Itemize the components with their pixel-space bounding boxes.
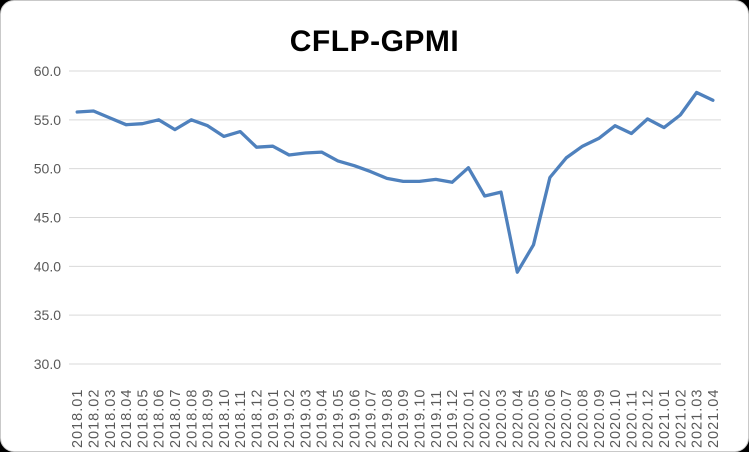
x-axis-tick-label: 2018.08 — [184, 389, 200, 448]
x-axis-tick-label: 2020.12 — [641, 389, 657, 448]
x-axis-tick-label: 2021.02 — [673, 389, 689, 448]
x-axis-tick-label: 2018.05 — [135, 389, 151, 448]
x-axis-tick-label: 2019.10 — [412, 389, 428, 448]
x-axis-tick-label: 2018.02 — [86, 389, 102, 448]
x-axis-tick-label: 2019.09 — [396, 389, 412, 448]
pmi-line-series — [75, 90, 715, 274]
chart-title: CFLP-GPMI — [289, 25, 460, 58]
x-axis-tick-label: 2020.04 — [510, 389, 526, 448]
x-axis-tick-label: 2020.01 — [461, 389, 477, 448]
y-axis-tick-label: 35.0 — [34, 307, 61, 323]
x-axis-tick-label: 2018.03 — [103, 389, 119, 448]
x-axis-tick-label: 2020.02 — [478, 389, 494, 448]
x-axis-tick-label: 2018.12 — [249, 389, 265, 448]
x-axis-tick-label: 2020.06 — [543, 389, 559, 448]
y-axis-tick-label: 40.0 — [34, 258, 61, 274]
y-axis-tick-label: 50.0 — [34, 161, 61, 177]
x-axis-tick-label: 2020.08 — [575, 389, 591, 448]
y-axis-tick-label: 30.0 — [34, 356, 61, 372]
x-axis-tick-label: 2018.09 — [201, 389, 217, 448]
x-axis-tick-label: 2018.11 — [233, 390, 249, 448]
x-axis-tick-label: 2018.10 — [217, 389, 233, 448]
y-axis-tick-label: 60.0 — [34, 63, 61, 79]
x-axis-tick-label: 2018.01 — [70, 389, 86, 448]
x-axis-tick-label: 2020.07 — [559, 389, 575, 448]
y-axis-tick-label: 45.0 — [34, 210, 61, 226]
x-axis-tick-label: 2019.05 — [331, 389, 347, 448]
x-axis-tick-label: 2019.08 — [380, 389, 396, 448]
x-axis-tick-label: 2020.11 — [624, 390, 640, 448]
x-axis-tick-label: 2020.03 — [494, 389, 510, 448]
x-axis-tick-label: 2020.10 — [608, 389, 624, 448]
x-axis-tick-label: 2020.05 — [527, 389, 543, 448]
y-axis-tick-label: 55.0 — [34, 112, 61, 128]
x-axis-tick-label: 2018.07 — [168, 389, 184, 448]
x-axis-tick-label: 2020.09 — [592, 389, 608, 448]
x-axis-tick-label: 2019.03 — [298, 389, 314, 448]
x-axis-tick-label: 2019.11 — [429, 390, 445, 448]
x-axis-tick-label: 2018.06 — [152, 389, 168, 448]
x-axis-tick-label: 2018.04 — [119, 389, 135, 448]
x-axis-tick-label: 2019.06 — [347, 389, 363, 448]
x-axis-tick-label: 2019.04 — [315, 389, 331, 448]
x-axis-tick-label: 2021.04 — [706, 389, 722, 448]
x-axis-tick-label: 2019.12 — [445, 389, 461, 448]
x-axis-tick-label: 2019.07 — [364, 389, 380, 448]
x-axis-tick-label: 2021.01 — [657, 389, 673, 448]
x-axis-tick-label: 2019.02 — [282, 389, 298, 448]
x-axis-tick-label: 2021.03 — [690, 389, 706, 448]
x-axis-tick-label: 2019.01 — [266, 389, 282, 448]
